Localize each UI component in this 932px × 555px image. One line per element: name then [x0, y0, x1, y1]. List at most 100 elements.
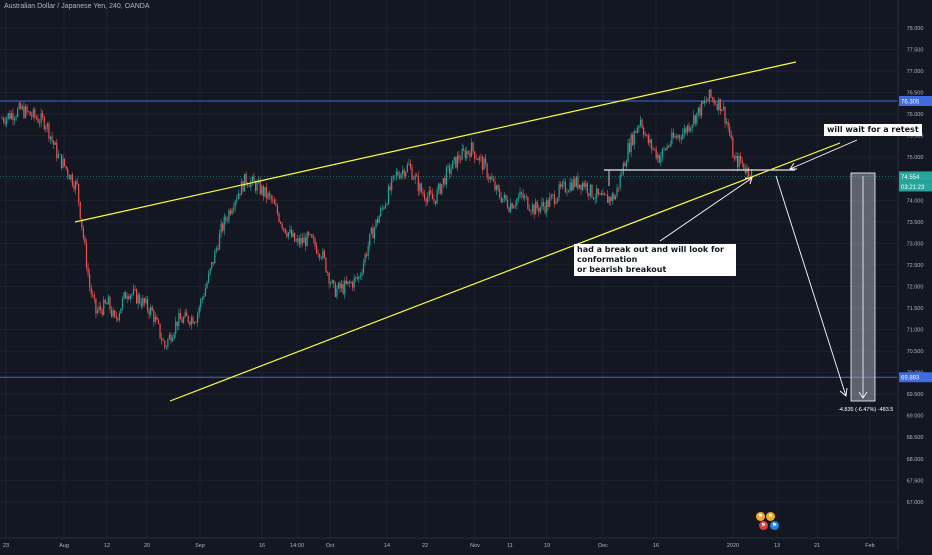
- candle-body: [231, 210, 233, 214]
- candle: [469, 149, 471, 162]
- candle-body: [409, 163, 412, 168]
- candle-body: [128, 296, 130, 299]
- candle-body: [106, 303, 108, 305]
- retest-note[interactable]: will wait for a retest: [824, 124, 922, 136]
- candle: [654, 148, 656, 151]
- candle-body: [693, 115, 695, 125]
- candle: [553, 190, 556, 208]
- candle-body: [510, 203, 512, 212]
- candle: [226, 216, 228, 224]
- candle-body: [189, 322, 191, 325]
- candle-body: [563, 181, 565, 184]
- candle-body: [664, 148, 667, 150]
- candle: [736, 152, 739, 172]
- candle-body: [578, 184, 581, 189]
- candle-body: [619, 175, 621, 188]
- candle: [494, 176, 496, 192]
- candle: [552, 193, 554, 199]
- candle: [488, 173, 490, 183]
- candle-body: [597, 188, 599, 195]
- candle-body: [616, 187, 618, 197]
- candle-body: [103, 299, 105, 315]
- candle: [370, 226, 372, 235]
- candle-body: [643, 127, 645, 136]
- candle: [339, 280, 341, 293]
- candle: [143, 297, 146, 307]
- candle: [369, 233, 371, 251]
- candle-body: [78, 184, 80, 202]
- candle: [243, 173, 246, 192]
- candle: [729, 122, 731, 137]
- candle: [173, 332, 175, 341]
- candle-body: [315, 245, 318, 254]
- candle-body: [711, 97, 714, 100]
- candle-body: [583, 182, 585, 187]
- breakout-note[interactable]: had a break out and will look for confor…: [574, 244, 736, 276]
- candle: [524, 193, 526, 202]
- candle: [176, 321, 178, 331]
- candle-body: [45, 127, 47, 130]
- candle-body: [747, 167, 750, 177]
- candle: [542, 198, 545, 211]
- candle-body: [184, 312, 186, 318]
- candle-body: [704, 100, 706, 104]
- candle-body: [156, 317, 158, 320]
- candle-body: [107, 296, 110, 305]
- candle-body: [552, 194, 554, 196]
- event-flag-icon[interactable]: ⚑: [759, 521, 768, 530]
- projection-arrow-head: [858, 391, 868, 399]
- candle: [492, 175, 495, 182]
- candle-body: [201, 297, 203, 300]
- candle-body: [361, 273, 363, 276]
- candle-body: [193, 322, 196, 324]
- candle: [264, 187, 266, 198]
- candle-body: [294, 232, 296, 242]
- candle: [290, 226, 293, 238]
- candle: [29, 111, 31, 116]
- candle-body: [146, 298, 149, 310]
- candle-body: [383, 207, 385, 209]
- candle: [375, 219, 377, 230]
- candle-body: [233, 207, 235, 211]
- candle-body: [672, 132, 674, 138]
- candle: [628, 138, 631, 154]
- candle-body: [220, 223, 222, 234]
- candle: [682, 128, 684, 141]
- candle: [383, 206, 385, 211]
- candle-body: [520, 192, 523, 194]
- candle: [727, 118, 729, 133]
- candle-body: [265, 187, 268, 199]
- candle: [6, 116, 8, 128]
- event-flag-icon[interactable]: ⚑: [766, 512, 775, 521]
- candle: [186, 308, 188, 317]
- price-tick-label: 67.500: [907, 478, 924, 484]
- candle-body: [661, 148, 664, 157]
- candle: [461, 143, 463, 161]
- event-flag-icon[interactable]: ⚑: [770, 521, 779, 530]
- candle: [201, 296, 203, 304]
- candle: [92, 289, 94, 298]
- candle: [157, 317, 160, 325]
- event-flag-icon[interactable]: ⚑: [756, 512, 765, 521]
- candle: [715, 101, 717, 106]
- candle: [239, 193, 241, 199]
- candle-body: [669, 143, 671, 147]
- candle-body: [46, 123, 48, 128]
- candle-body: [42, 113, 44, 118]
- price-tick-label: 74.000: [907, 198, 924, 204]
- candle: [427, 192, 429, 206]
- candle-body: [353, 277, 355, 288]
- candle-body: [635, 131, 637, 133]
- candle-body: [671, 132, 673, 144]
- candle: [140, 298, 142, 310]
- candle-body: [486, 163, 488, 178]
- candle: [513, 204, 515, 209]
- candle: [722, 101, 725, 111]
- time-tick-label: 20: [144, 543, 150, 549]
- candle-body: [135, 289, 138, 304]
- candle-body: [306, 232, 308, 247]
- candle: [693, 110, 695, 128]
- candle: [417, 171, 419, 196]
